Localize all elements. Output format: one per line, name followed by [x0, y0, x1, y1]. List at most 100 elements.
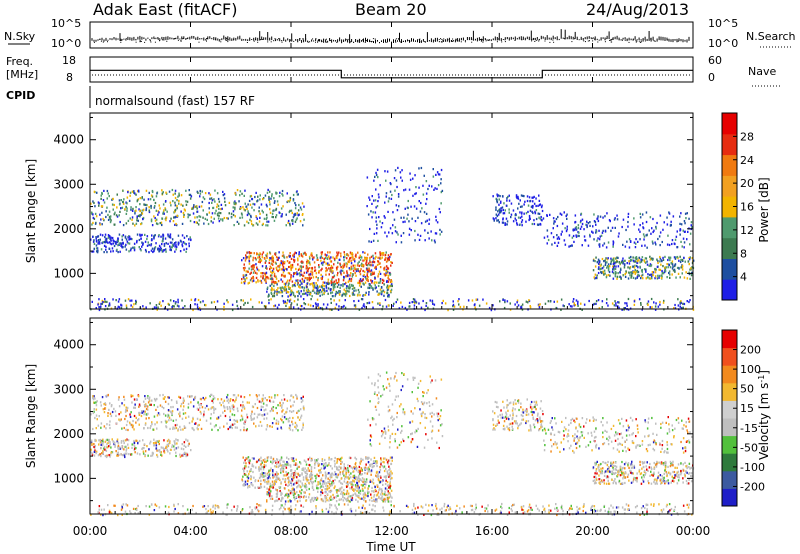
echo-cell — [564, 227, 566, 230]
echo-cell — [668, 263, 670, 266]
echo-cell — [268, 195, 270, 199]
echo-cell — [374, 175, 376, 178]
echo-cell — [385, 192, 388, 195]
echo-cell — [303, 307, 305, 310]
echo-cell — [296, 395, 298, 398]
echo-cell — [386, 286, 388, 289]
echo-cell — [126, 420, 129, 423]
echo-cell — [360, 467, 363, 470]
echo-cell — [306, 266, 308, 269]
echo-cell — [213, 300, 216, 304]
noise-search-mark — [480, 39, 482, 40]
echo-cell — [618, 301, 620, 304]
echo-cell — [153, 444, 155, 447]
echo-cell — [258, 400, 261, 403]
echo-cell — [358, 279, 361, 282]
echo-cell — [525, 300, 528, 303]
echo-cell — [556, 237, 559, 240]
noise-search-mark — [452, 38, 454, 40]
echo-cell — [236, 304, 239, 307]
noise-search-mark — [372, 38, 374, 40]
echo-cell — [121, 427, 123, 430]
echo-cell — [537, 204, 539, 207]
echo-cell — [317, 303, 319, 306]
echo-cell — [338, 457, 340, 461]
echo-cell — [323, 260, 326, 264]
echo-cell — [250, 412, 253, 416]
echo-cell — [95, 439, 97, 442]
echo-cell — [611, 226, 614, 229]
echo-cell — [220, 208, 222, 211]
echo-cell — [188, 242, 190, 245]
echo-cell — [109, 420, 111, 423]
echo-cell — [110, 414, 113, 418]
echo-cell — [265, 265, 267, 268]
echo-cell — [371, 216, 373, 219]
echo-cell — [271, 271, 273, 275]
echo-cell — [374, 485, 376, 489]
echo-cell — [175, 215, 177, 218]
echo-cell — [97, 239, 100, 242]
echo-cell — [362, 282, 364, 285]
echo-cell — [654, 308, 657, 311]
echo-cell — [560, 308, 562, 311]
echo-cell — [655, 227, 657, 230]
echo-cell — [414, 229, 416, 233]
echo-cell — [442, 299, 444, 302]
echo-cell — [257, 223, 259, 226]
echo-cell — [380, 293, 383, 296]
echo-cell — [343, 304, 345, 308]
echo-cell — [560, 213, 563, 216]
echo-cell — [260, 279, 262, 283]
echo-cell — [236, 189, 239, 192]
echo-cell — [560, 298, 563, 301]
echo-cell — [303, 302, 305, 305]
echo-cell — [382, 460, 384, 463]
echo-cell — [358, 291, 360, 294]
echo-cell — [362, 304, 365, 307]
echo-cell — [94, 212, 97, 215]
echo-cell — [90, 451, 92, 454]
echo-cell — [298, 255, 301, 258]
noise-search-mark — [399, 41, 401, 43]
noise-search-mark — [93, 41, 95, 43]
echo-cell — [411, 217, 413, 220]
echo-cell — [102, 447, 105, 450]
echo-cell — [680, 266, 682, 269]
echo-cell — [650, 264, 653, 267]
echo-cell — [180, 210, 182, 213]
echo-cell — [120, 453, 122, 456]
echo-cell — [290, 274, 292, 277]
echo-cell — [598, 260, 601, 264]
echo-cell — [172, 200, 174, 203]
echo-cell — [222, 194, 225, 197]
echo-cell — [282, 265, 285, 269]
echo-cell — [389, 284, 392, 287]
echo-cell — [240, 207, 242, 210]
echo-cell — [321, 263, 324, 266]
echo-cell — [228, 201, 231, 204]
echo-cell — [367, 286, 369, 290]
noise-search-mark — [243, 39, 245, 41]
echo-cell — [198, 306, 201, 310]
echo-cell — [96, 250, 98, 253]
echo-cell — [211, 428, 213, 431]
echo-cell — [367, 279, 369, 282]
echo-cell — [373, 282, 375, 285]
echo-cell — [153, 250, 155, 253]
echo-cell — [133, 439, 135, 443]
echo-cell — [350, 278, 353, 281]
echo-cell — [284, 286, 286, 289]
velocity-field — [90, 371, 695, 517]
echo-cell — [649, 255, 651, 258]
echo-cell — [119, 210, 121, 213]
echo-cell — [688, 217, 690, 220]
echo-cell — [433, 239, 436, 242]
echo-cell — [386, 170, 389, 173]
noise-search-mark — [611, 41, 613, 43]
echo-cell — [396, 209, 399, 212]
echo-cell — [581, 308, 583, 311]
echo-cell — [188, 421, 191, 425]
echo-cell — [296, 212, 298, 215]
echo-cell — [243, 277, 245, 280]
